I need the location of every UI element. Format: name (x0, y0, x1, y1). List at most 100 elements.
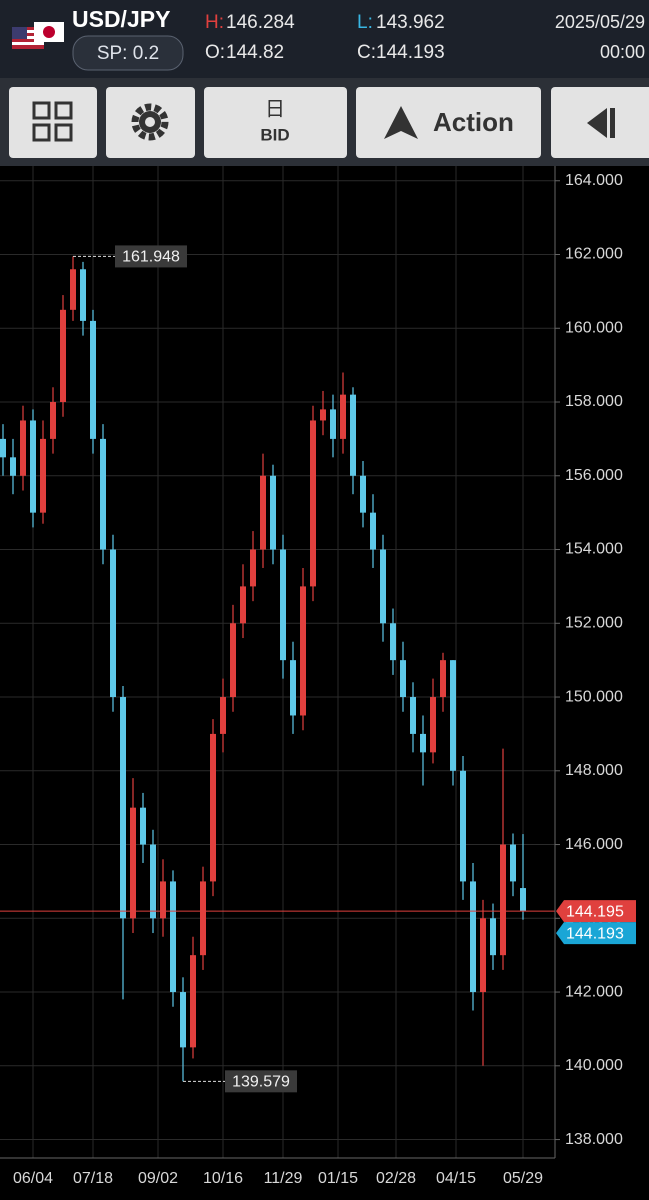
y-tick-label: 146.000 (565, 836, 623, 853)
candle-body (500, 844, 506, 956)
candle-body (460, 770, 466, 882)
candle-body (90, 320, 96, 439)
candle-body (30, 420, 36, 513)
price-side: BID (260, 125, 289, 144)
candle-body (340, 394, 346, 439)
spread: SP: 0.2 (97, 43, 159, 64)
chart-area (0, 166, 649, 1200)
low-value: 143.962 (376, 12, 445, 33)
candle-body (100, 438, 106, 550)
candle-body (510, 844, 516, 882)
candle-body (20, 420, 26, 476)
candle-body (440, 660, 446, 698)
plot: 138.000140.000142.000144.000146.000148.0… (0, 166, 636, 1187)
candle-body (160, 881, 166, 919)
candle-body (130, 807, 136, 919)
candle-body (250, 549, 256, 587)
y-tick-label: 158.000 (565, 393, 623, 410)
date: 2025/05/29 (555, 12, 645, 32)
candle-body (300, 586, 306, 716)
y-tick-label: 162.000 (565, 246, 623, 263)
y-tick-label: 150.000 (565, 688, 623, 705)
candle-body (110, 549, 116, 698)
candle-body (490, 918, 496, 956)
bid-tag (556, 922, 636, 945)
candle-body (220, 697, 226, 734)
x-tick-label: 04/15 (436, 1170, 476, 1187)
candle-body (310, 420, 316, 587)
open-key: O: (205, 42, 225, 63)
period: 日 (265, 98, 285, 120)
candle-body (150, 844, 156, 919)
y-tick-label: 138.000 (565, 1131, 623, 1148)
period-button[interactable]: 日 BID (204, 87, 347, 158)
high-key: H: (205, 12, 224, 33)
candle-body (210, 733, 216, 882)
candle-body (80, 269, 86, 321)
y-tick-label: 160.000 (565, 319, 623, 336)
y-tick-label: 142.000 (565, 983, 623, 1000)
candle-body (260, 475, 266, 550)
candle-body (380, 549, 386, 624)
candle-body (430, 697, 436, 753)
candle-body (450, 660, 456, 771)
candle-body (70, 269, 76, 310)
candle-body (350, 394, 356, 476)
settings-button[interactable] (106, 87, 195, 158)
open-value: 144.82 (226, 42, 284, 63)
collapse-button[interactable] (551, 87, 649, 158)
candle-body (200, 881, 206, 956)
candle-body (480, 918, 486, 993)
candle-body (60, 309, 66, 403)
x-tick-label: 11/29 (264, 1170, 303, 1187)
x-tick-label: 02/28 (376, 1170, 416, 1187)
candle-body (270, 475, 276, 550)
close-key: C: (357, 42, 376, 63)
x-tick-label: 01/15 (318, 1170, 358, 1187)
candle-body (400, 660, 406, 698)
pair: USD/JPY (72, 6, 170, 32)
layout-button[interactable] (9, 87, 97, 158)
candle-body (470, 881, 476, 993)
candle-body (320, 409, 326, 421)
spread-pill (72, 35, 184, 71)
candle-body (10, 457, 16, 476)
candle-body (50, 402, 56, 439)
y-tick-label: 140.000 (565, 1057, 623, 1074)
candle-body (40, 438, 46, 513)
candle-body (280, 549, 286, 661)
high-marker-box (115, 245, 187, 268)
bid-label: 144.193 (566, 925, 624, 942)
close-value: 144.193 (376, 42, 445, 63)
high-marker-label: 161.948 (122, 249, 180, 266)
candle-body (230, 623, 236, 698)
candle-body (330, 409, 336, 439)
x-tick-label: 10/16 (203, 1170, 243, 1187)
y-tick-label: 152.000 (565, 614, 623, 631)
action-button[interactable]: Action (356, 87, 541, 158)
time: 00:00 (600, 42, 645, 62)
y-tick-label: 164.000 (565, 172, 623, 189)
candle-body (140, 807, 146, 845)
candle-body (190, 955, 196, 1048)
candle-body (420, 733, 426, 753)
candle-body (410, 697, 416, 734)
y-tick-label: 148.000 (565, 762, 623, 779)
candle-body (360, 475, 366, 513)
candle-body (120, 697, 126, 919)
x-tick-label: 05/29 (503, 1170, 543, 1187)
x-tick-label: 09/02 (138, 1170, 178, 1187)
low-marker-label: 139.579 (232, 1074, 290, 1091)
candle-body (240, 586, 246, 624)
high-value: 146.284 (226, 12, 295, 33)
ask-label: 144.195 (566, 903, 624, 920)
candle-body (370, 512, 376, 550)
candle-body (290, 660, 296, 716)
action: Action (433, 107, 514, 137)
flag (12, 22, 64, 49)
low-key: L: (357, 12, 373, 33)
x-tick-label: 06/04 (13, 1170, 53, 1187)
candle-body (180, 992, 186, 1048)
